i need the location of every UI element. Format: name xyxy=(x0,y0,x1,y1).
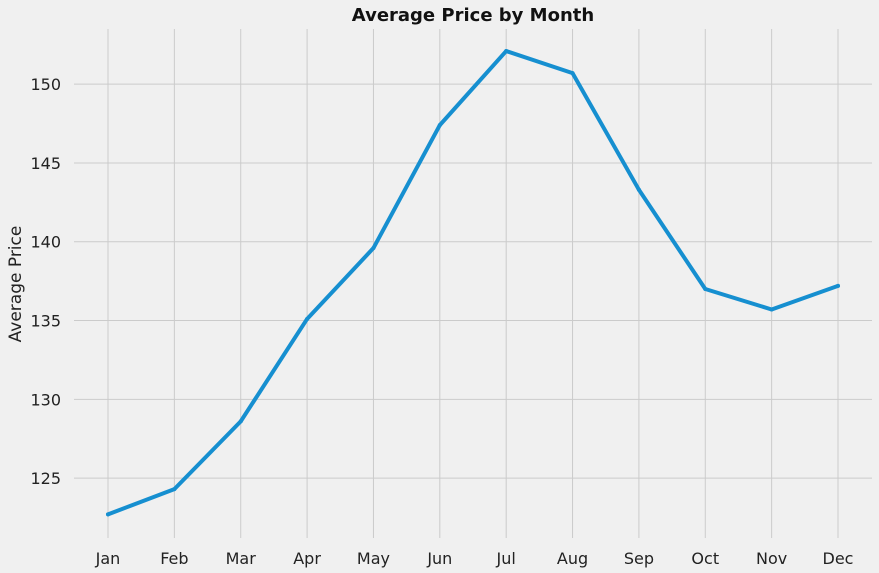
x-tick-label: Dec xyxy=(823,549,854,568)
data-point xyxy=(504,49,509,54)
series-layer xyxy=(106,49,840,517)
data-point xyxy=(305,316,310,321)
data-point xyxy=(769,307,774,312)
data-point xyxy=(106,512,110,517)
x-tick-label: Mar xyxy=(226,549,257,568)
data-point xyxy=(636,187,641,192)
grid xyxy=(74,29,872,538)
y-tick-label: 125 xyxy=(30,469,61,488)
data-point xyxy=(371,246,376,251)
data-point xyxy=(172,487,177,492)
x-tick-label: May xyxy=(357,549,390,568)
x-tick-label: Jun xyxy=(426,549,452,568)
data-point xyxy=(238,419,243,424)
x-tick-label: Feb xyxy=(160,549,188,568)
x-tick-label: Aug xyxy=(557,549,588,568)
x-tick-label: Apr xyxy=(293,549,321,568)
series-line xyxy=(106,49,840,517)
x-tick-label: Oct xyxy=(691,549,719,568)
data-point xyxy=(437,123,442,128)
data-point xyxy=(703,287,708,292)
y-tick-label: 140 xyxy=(30,233,61,252)
y-tick-label: 150 xyxy=(30,75,61,94)
y-tick-label: 130 xyxy=(30,390,61,409)
y-axis-label: Average Price xyxy=(6,226,26,343)
x-tick-label: Jul xyxy=(496,549,516,568)
y-tick-label: 145 xyxy=(30,154,61,173)
data-point xyxy=(836,283,840,288)
tick-labels: Jan Feb Mar Apr May Jun Jul Aug Sep Oct Nov Dec 125 1… xyxy=(30,75,853,568)
x-tick-label: Sep xyxy=(624,549,654,568)
x-tick-label: Nov xyxy=(756,549,787,568)
y-tick-label: 135 xyxy=(30,312,61,331)
chart-title: Average Price by Month xyxy=(352,5,594,26)
data-point xyxy=(570,71,575,76)
x-tick-label: Jan xyxy=(95,549,121,568)
